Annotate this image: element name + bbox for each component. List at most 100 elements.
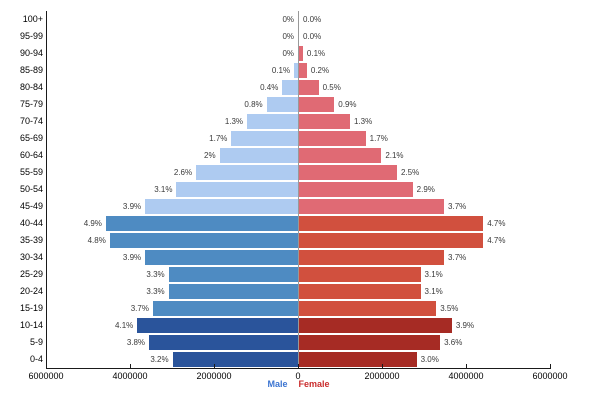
- x-axis-tick-label: 4000000: [448, 371, 484, 381]
- bar-female-45-49[interactable]: [299, 199, 445, 214]
- bar-male-85-89[interactable]: [294, 63, 298, 78]
- bar-value-male-45-49: 3.9%: [122, 202, 142, 211]
- bar-value-male-25-29: 3.3%: [146, 270, 165, 279]
- bar-value-male-15-19: 3.7%: [130, 304, 149, 313]
- bar-male-10-14[interactable]: [137, 318, 298, 333]
- bar-value-female-10-14: 3.9%: [455, 321, 475, 330]
- age-group-label-75-79: 75-79: [19, 99, 43, 109]
- bar-male-55-59[interactable]: [196, 165, 298, 180]
- pyramid-row: 3.9% 3.7%: [46, 198, 551, 215]
- bar-value-female-15-19: 3.5%: [440, 304, 459, 313]
- pyramid-row: 3.8% 3.6%: [46, 334, 551, 351]
- bar-value-male-40-44: 4.9%: [83, 219, 102, 228]
- bar-female-20-24[interactable]: [299, 284, 421, 299]
- bar-female-30-34[interactable]: [299, 250, 445, 265]
- bar-female-5-9[interactable]: [299, 335, 441, 350]
- bar-female-55-59[interactable]: [299, 165, 397, 180]
- bar-value-female-100+: 0.0%: [303, 15, 322, 24]
- bar-female-70-74[interactable]: [299, 114, 350, 129]
- bar-value-male-10-14: 4.1%: [115, 321, 134, 330]
- bar-value-male-55-59: 2.6%: [173, 168, 193, 177]
- bar-value-male-85-89: 0.1%: [271, 66, 291, 75]
- bar-female-85-89[interactable]: [299, 63, 307, 78]
- pyramid-row: 4.9% 4.7%: [46, 215, 551, 232]
- bar-female-50-54[interactable]: [299, 182, 413, 197]
- bar-value-male-20-24: 3.3%: [146, 287, 165, 296]
- bar-female-0-4[interactable]: [299, 352, 417, 367]
- x-axis-tick: [298, 364, 299, 368]
- bar-male-0-4[interactable]: [172, 352, 298, 367]
- bar-female-35-39[interactable]: [299, 233, 484, 248]
- age-group-label-35-39: 35-39: [19, 235, 43, 245]
- bar-female-90-94[interactable]: [299, 46, 303, 61]
- bar-female-75-79[interactable]: [299, 97, 335, 112]
- bar-value-male-100+: 0%: [282, 15, 294, 24]
- bar-male-30-34[interactable]: [145, 250, 298, 265]
- age-group-label-60-64: 60-64: [19, 150, 43, 160]
- bar-female-60-64[interactable]: [299, 148, 382, 163]
- age-group-label-70-74: 70-74: [19, 116, 43, 126]
- x-axis-line: [46, 368, 551, 369]
- bar-female-65-69[interactable]: [299, 131, 366, 146]
- age-group-label-90-94: 90-94: [19, 48, 43, 58]
- x-axis-tick: [130, 364, 131, 368]
- pyramid-row: 2.6% 2.5%: [46, 164, 551, 181]
- age-group-label-15-19: 15-19: [19, 303, 43, 313]
- bar-value-female-0-4: 3.0%: [420, 355, 439, 364]
- bar-male-75-79[interactable]: [266, 97, 298, 112]
- bar-value-female-55-59: 2.5%: [401, 168, 420, 177]
- bar-value-male-65-69: 1.7%: [209, 134, 228, 143]
- bar-value-male-60-64: 2%: [204, 151, 216, 160]
- bar-value-female-85-89: 0.2%: [310, 66, 330, 75]
- bar-male-60-64[interactable]: [219, 148, 298, 163]
- bar-male-65-69[interactable]: [231, 131, 298, 146]
- bar-male-15-19[interactable]: [152, 301, 298, 316]
- bar-male-50-54[interactable]: [176, 182, 298, 197]
- x-axis-tick-label: 6000000: [28, 371, 64, 381]
- bar-value-female-90-94: 0.1%: [306, 49, 326, 58]
- bar-value-female-80-84: 0.5%: [322, 83, 341, 92]
- pyramid-row: 0.1% 0.2%: [46, 62, 551, 79]
- age-group-label-95-99: 95-99: [19, 31, 43, 41]
- bar-male-45-49[interactable]: [145, 199, 298, 214]
- bar-value-female-70-74: 1.3%: [353, 117, 373, 126]
- age-group-label-25-29: 25-29: [19, 269, 43, 279]
- bar-male-40-44[interactable]: [105, 216, 298, 231]
- x-axis-tick: [466, 364, 467, 368]
- pyramid-row: 2% 2.1%: [46, 147, 551, 164]
- bar-value-female-50-54: 2.9%: [416, 185, 435, 194]
- pyramid-row: 1.7% 1.7%: [46, 130, 551, 147]
- bar-male-80-84[interactable]: [282, 80, 298, 95]
- center-axis-line: [298, 11, 299, 368]
- y-axis-line: [46, 11, 47, 369]
- bar-female-80-84[interactable]: [299, 80, 319, 95]
- age-group-label-10-14: 10-14: [19, 320, 43, 330]
- bar-female-10-14[interactable]: [299, 318, 452, 333]
- x-axis-tick-label: 6000000: [532, 371, 568, 381]
- bar-male-25-29[interactable]: [168, 267, 298, 282]
- bar-male-35-39[interactable]: [109, 233, 298, 248]
- bar-value-female-25-29: 3.1%: [424, 270, 443, 279]
- bar-value-female-20-24: 3.1%: [424, 287, 443, 296]
- bar-male-20-24[interactable]: [168, 284, 298, 299]
- age-group-label-50-54: 50-54: [19, 184, 43, 194]
- bar-female-15-19[interactable]: [299, 301, 437, 316]
- bar-value-male-5-9: 3.8%: [126, 338, 146, 347]
- legend-male-label: Male: [267, 379, 288, 389]
- bar-value-male-35-39: 4.8%: [87, 236, 106, 245]
- pyramid-row: 3.1% 2.9%: [46, 181, 551, 198]
- pyramid-row: 0% 0.0%: [46, 28, 551, 45]
- bar-value-female-35-39: 4.7%: [487, 236, 506, 245]
- bar-male-5-9[interactable]: [149, 335, 298, 350]
- age-group-label-85-89: 85-89: [19, 65, 43, 75]
- bar-male-70-74[interactable]: [247, 114, 298, 129]
- x-axis-tick: [382, 364, 383, 368]
- bar-female-40-44[interactable]: [299, 216, 484, 231]
- bar-value-male-70-74: 1.3%: [224, 117, 244, 126]
- pyramid-row: 3.3% 3.1%: [46, 266, 551, 283]
- x-axis-tick-label: 4000000: [112, 371, 148, 381]
- bar-female-25-29[interactable]: [299, 267, 421, 282]
- bar-value-male-80-84: 0.4%: [260, 83, 279, 92]
- pyramid-row: 0% 0.0%: [46, 11, 551, 28]
